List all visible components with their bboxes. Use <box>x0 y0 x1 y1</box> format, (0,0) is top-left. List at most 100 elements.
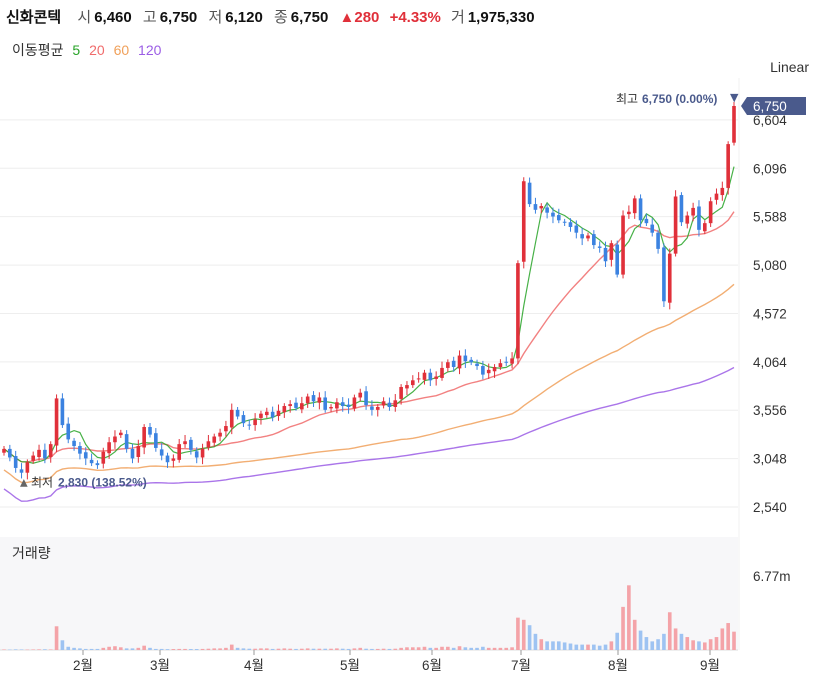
candle <box>224 426 228 432</box>
candle <box>48 444 53 457</box>
candle <box>662 247 666 302</box>
volume-bar <box>282 648 287 650</box>
volume-bar <box>194 649 199 650</box>
candle <box>533 204 538 210</box>
volume-bar <box>83 648 88 650</box>
candle <box>691 207 695 216</box>
candle <box>218 432 222 437</box>
ma-60-label[interactable]: 60 <box>113 42 130 58</box>
ma-120-label[interactable]: 120 <box>138 42 162 58</box>
ma-5-label[interactable]: 5 <box>72 42 81 58</box>
x-tick-label: 5월 <box>340 658 360 673</box>
volume-bar <box>481 646 485 650</box>
candle <box>697 206 701 230</box>
volume-tick-label: 6.77m <box>753 569 791 584</box>
change-value: ▲280 <box>340 9 380 26</box>
candle <box>259 413 263 418</box>
volume-bar <box>37 649 41 650</box>
volume-bar <box>118 647 123 650</box>
candle <box>154 433 158 448</box>
candle <box>66 423 71 440</box>
volume-bar <box>270 648 275 650</box>
volume-bar <box>165 649 170 650</box>
candle <box>679 195 684 223</box>
volume-bar <box>358 647 363 650</box>
volume-bar <box>107 646 111 650</box>
candle <box>492 366 497 372</box>
volume-bar <box>714 637 719 650</box>
candle <box>720 187 725 196</box>
volume-bar <box>521 619 526 650</box>
volume-bar <box>627 585 631 650</box>
volume-bar <box>615 632 620 650</box>
max-marker-icon: ▼ <box>730 91 739 104</box>
volume-bar <box>224 647 228 650</box>
candle <box>469 359 474 363</box>
volume-bar <box>510 647 514 650</box>
max-annotation-label: 최고 <box>616 92 638 106</box>
volume-bar <box>556 641 561 650</box>
low-value: 6,120 <box>225 9 263 26</box>
candle <box>562 221 567 223</box>
change-up-icon: ▲ <box>339 9 355 26</box>
volume-bar <box>264 648 269 650</box>
volume-bar <box>130 648 135 650</box>
volume-bar <box>405 647 409 650</box>
candle <box>305 396 310 404</box>
candle <box>159 449 164 456</box>
volume-bar <box>539 639 544 650</box>
open-label: 시 <box>77 9 92 26</box>
candle <box>381 401 386 406</box>
candle <box>8 448 12 458</box>
volume-bar <box>422 646 427 650</box>
volume-bar <box>352 648 357 650</box>
candle <box>2 448 6 453</box>
volume-value: 1,975,330 <box>467 9 535 26</box>
volume-bar <box>685 637 690 650</box>
volume-bar <box>171 649 176 650</box>
candle <box>481 366 485 375</box>
volume-bar <box>229 644 234 650</box>
volume-bar <box>8 649 12 651</box>
candle <box>31 455 36 461</box>
volume-bar <box>72 647 76 650</box>
volume-bar <box>177 648 182 650</box>
volume-bar <box>183 648 187 650</box>
candle <box>107 442 111 454</box>
volume-bar <box>364 648 368 650</box>
volume-bar <box>410 647 415 650</box>
scale-toggle[interactable]: Linear <box>770 59 809 75</box>
candle <box>446 362 450 368</box>
x-tick-label: 4월 <box>244 658 264 673</box>
candle <box>148 426 152 435</box>
y-tick-label: 4,572 <box>753 306 787 321</box>
ma-20-label[interactable]: 20 <box>89 42 105 58</box>
candle <box>451 360 456 367</box>
volume-bar <box>375 648 380 650</box>
volume-bar <box>428 647 433 650</box>
y-tick-label: 5,588 <box>753 210 787 225</box>
min-annotation-value: 2,830 (138.52%) <box>58 475 147 489</box>
volume-bar <box>726 623 730 650</box>
candle <box>580 234 584 239</box>
candle <box>189 439 193 450</box>
volume-bar <box>305 648 310 650</box>
candle <box>83 452 88 459</box>
volume-bar <box>545 641 549 650</box>
candle <box>89 459 94 464</box>
candle <box>685 215 690 224</box>
volume-bar <box>89 648 94 650</box>
volume-bar <box>586 644 590 650</box>
candle <box>130 448 135 459</box>
moving-average-legend[interactable]: 이동평균 5 20 60 120 <box>12 40 166 60</box>
candle <box>200 448 205 458</box>
volume-bar <box>457 646 462 650</box>
volume-bar <box>124 648 129 650</box>
candle <box>632 198 637 214</box>
candle <box>276 410 281 417</box>
candle <box>405 385 409 389</box>
candle <box>206 441 211 448</box>
volume-bar <box>212 648 217 650</box>
candle <box>282 406 287 413</box>
